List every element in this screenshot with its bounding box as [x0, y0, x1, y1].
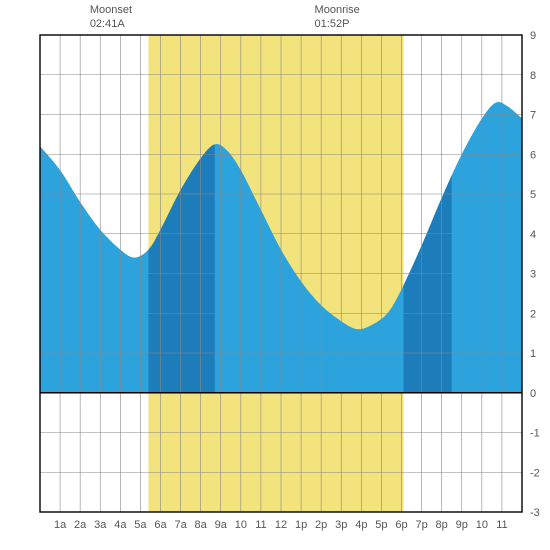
y-tick-label: 2 — [530, 308, 536, 320]
y-tick-label: -1 — [530, 428, 540, 440]
x-tick-label: 7a — [174, 519, 187, 531]
y-tick-label: 4 — [530, 229, 536, 241]
x-tick-label: 10 — [235, 519, 247, 531]
x-tick-label: 6a — [154, 519, 167, 531]
x-tick-label: 4a — [114, 519, 127, 531]
x-tick-label: 11 — [255, 519, 266, 531]
x-tick-label: 10 — [476, 519, 488, 531]
y-tick-label: 3 — [530, 269, 536, 281]
x-tick-label: 3a — [94, 519, 107, 531]
x-tick-label: 2a — [74, 519, 87, 531]
x-tick-label: 1a — [54, 519, 67, 531]
x-tick-label: 9a — [215, 519, 228, 531]
x-tick-label: 11 — [496, 519, 507, 531]
x-tick-label: 4p — [355, 519, 367, 531]
x-tick-label: 7p — [415, 519, 427, 531]
y-tick-label: 9 — [530, 30, 536, 42]
y-tick-label: 5 — [530, 189, 536, 201]
y-tick-label: 8 — [530, 70, 536, 82]
moonrise-label: Moonrise01:52P — [315, 4, 360, 32]
y-tick-label: 6 — [530, 149, 536, 161]
y-tick-label: -2 — [530, 467, 540, 479]
x-tick-label: 5p — [375, 519, 387, 531]
x-tick-label: 2p — [315, 519, 327, 531]
tide-chart: 1a2a3a4a5a6a7a8a9a1011121p2p3p4p5p6p7p8p… — [0, 0, 550, 550]
x-tick-label: 8p — [436, 519, 448, 531]
y-tick-label: -3 — [530, 507, 540, 519]
y-tick-label: 7 — [530, 110, 536, 122]
x-tick-label: 3p — [335, 519, 347, 531]
x-tick-label: 5a — [134, 519, 147, 531]
y-tick-label: 0 — [530, 388, 536, 400]
chart-svg: 1a2a3a4a5a6a7a8a9a1011121p2p3p4p5p6p7p8p… — [0, 0, 550, 550]
moonset-label: Moonset02:41A — [90, 4, 132, 32]
x-tick-label: 1p — [295, 519, 307, 531]
x-tick-label: 9p — [456, 519, 468, 531]
x-tick-label: 8a — [195, 519, 208, 531]
y-tick-label: 1 — [530, 348, 536, 360]
x-tick-label: 6p — [395, 519, 407, 531]
x-tick-label: 12 — [275, 519, 287, 531]
